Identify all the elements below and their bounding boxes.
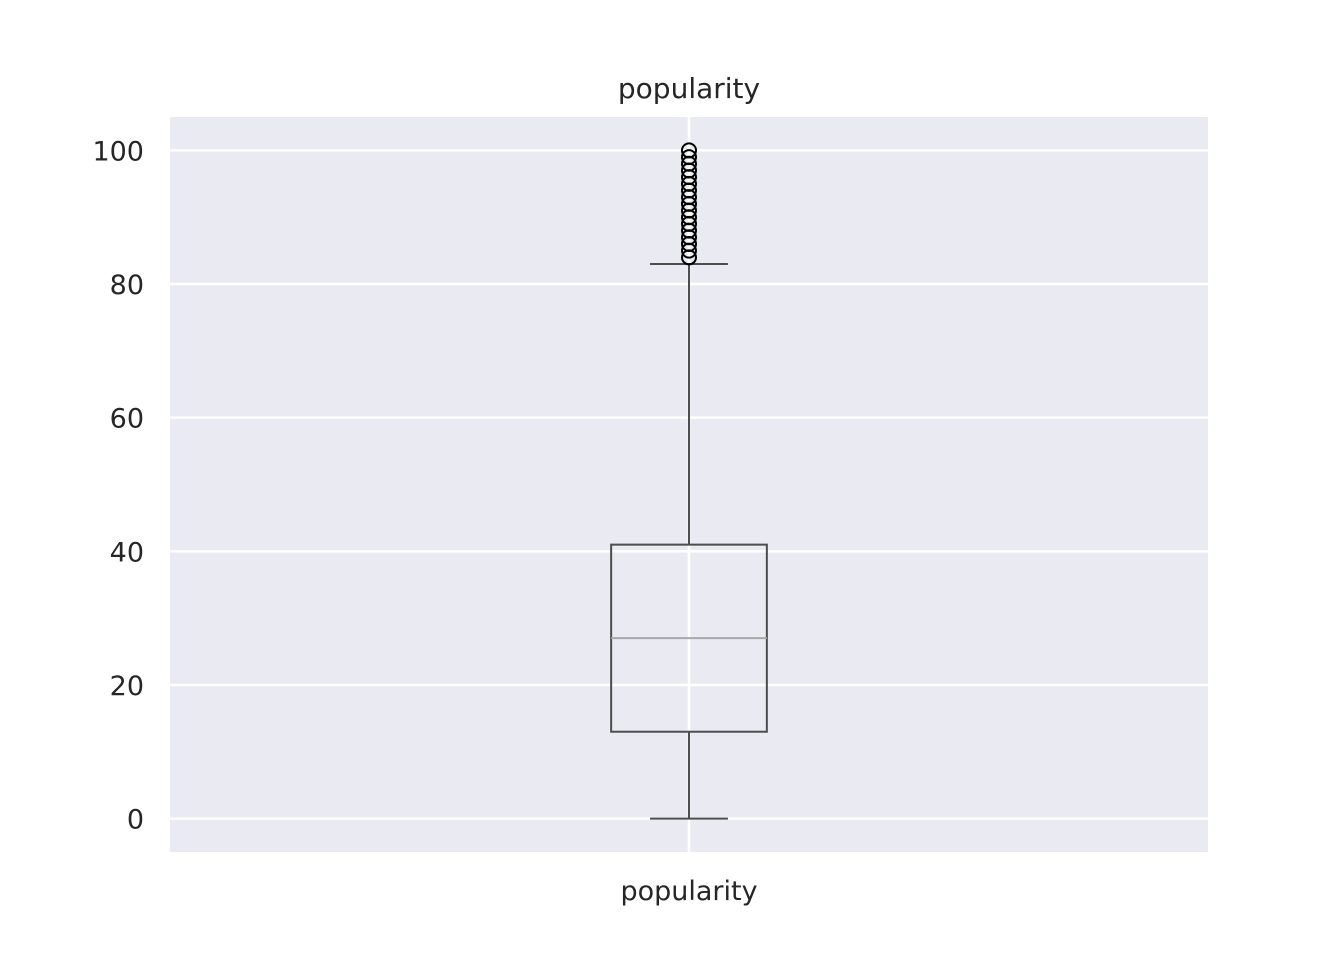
- y-tick-label: 80: [110, 270, 144, 301]
- outlier-point: [681, 149, 697, 166]
- box-group: [610, 142, 768, 820]
- x-tick-label: popularity: [620, 876, 757, 907]
- outlier-point: [681, 142, 697, 159]
- y-tick-label: 20: [110, 671, 144, 702]
- y-tick-label: 0: [127, 805, 144, 836]
- y-tick-label: 100: [92, 136, 144, 167]
- axis-ticks: 0 20 40 60 80 100 popularity: [92, 136, 757, 907]
- box-item: [610, 142, 768, 820]
- y-tick-label: 40: [110, 537, 144, 568]
- y-tick-label: 60: [110, 404, 144, 435]
- chart-title: popularity: [618, 72, 760, 105]
